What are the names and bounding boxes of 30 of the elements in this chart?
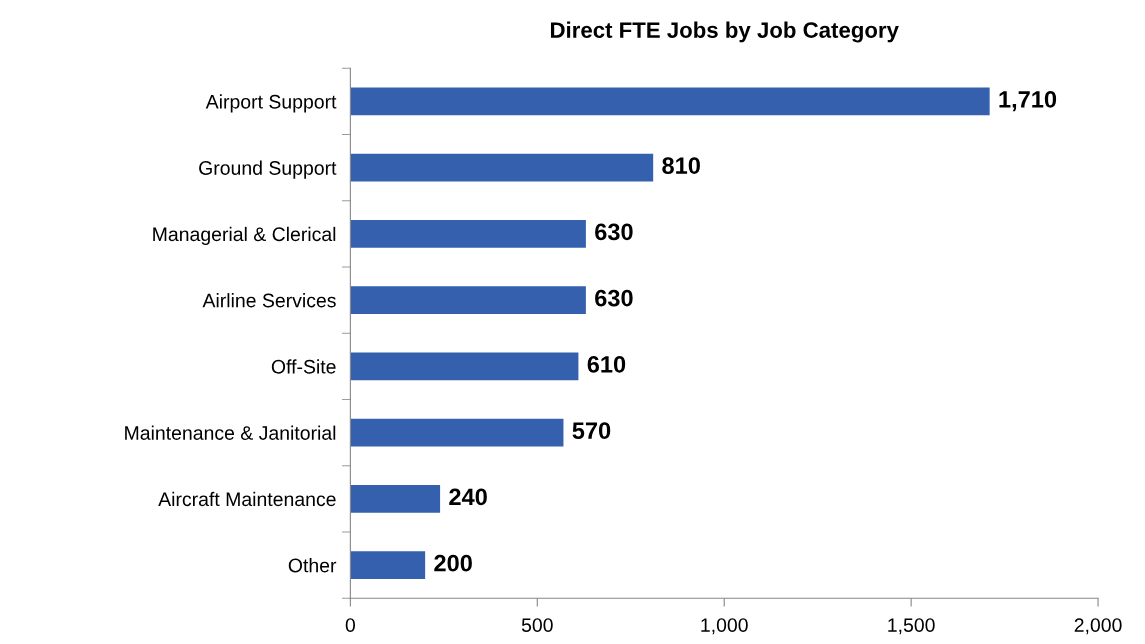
- y-tick-label: Airport Support: [205, 94, 337, 113]
- x-tick-label: 1,500: [888, 618, 935, 635]
- data-label: 610: [587, 356, 626, 373]
- bar: [350, 286, 586, 315]
- y-tick-label: Ground Support: [199, 160, 337, 179]
- chart-title: Direct FTE Jobs by Job Category: [550, 21, 899, 43]
- x-tick-label: 2,000: [1074, 618, 1122, 635]
- data-label: 570: [572, 422, 611, 439]
- data-label: 200: [434, 554, 472, 572]
- y-tick-label: Other: [288, 558, 337, 573]
- bar: [350, 418, 564, 447]
- data-label: 630: [595, 223, 633, 241]
- data-label: 810: [662, 157, 700, 174]
- x-tick-label: 1,000: [701, 618, 748, 635]
- bar: [350, 551, 426, 580]
- y-tick-label: Managerial & Clerical: [153, 226, 336, 245]
- x-tick-label: 0: [345, 618, 356, 632]
- bar: [350, 153, 654, 182]
- bar: [350, 87, 990, 116]
- y-tick-label: Off-Site: [271, 359, 336, 374]
- data-label: 630: [595, 289, 633, 307]
- data-label: 240: [449, 488, 487, 506]
- bar: [350, 219, 586, 248]
- data-label: 1,710: [999, 91, 1057, 112]
- y-tick-label: Aircraft Maintenance: [158, 491, 336, 507]
- y-tick-label: Airline Services: [202, 293, 336, 308]
- y-tick-label: Maintenance & Janitorial: [125, 425, 336, 440]
- bar: [350, 484, 441, 513]
- x-tick-label: 500: [521, 618, 553, 632]
- bar: [350, 352, 579, 381]
